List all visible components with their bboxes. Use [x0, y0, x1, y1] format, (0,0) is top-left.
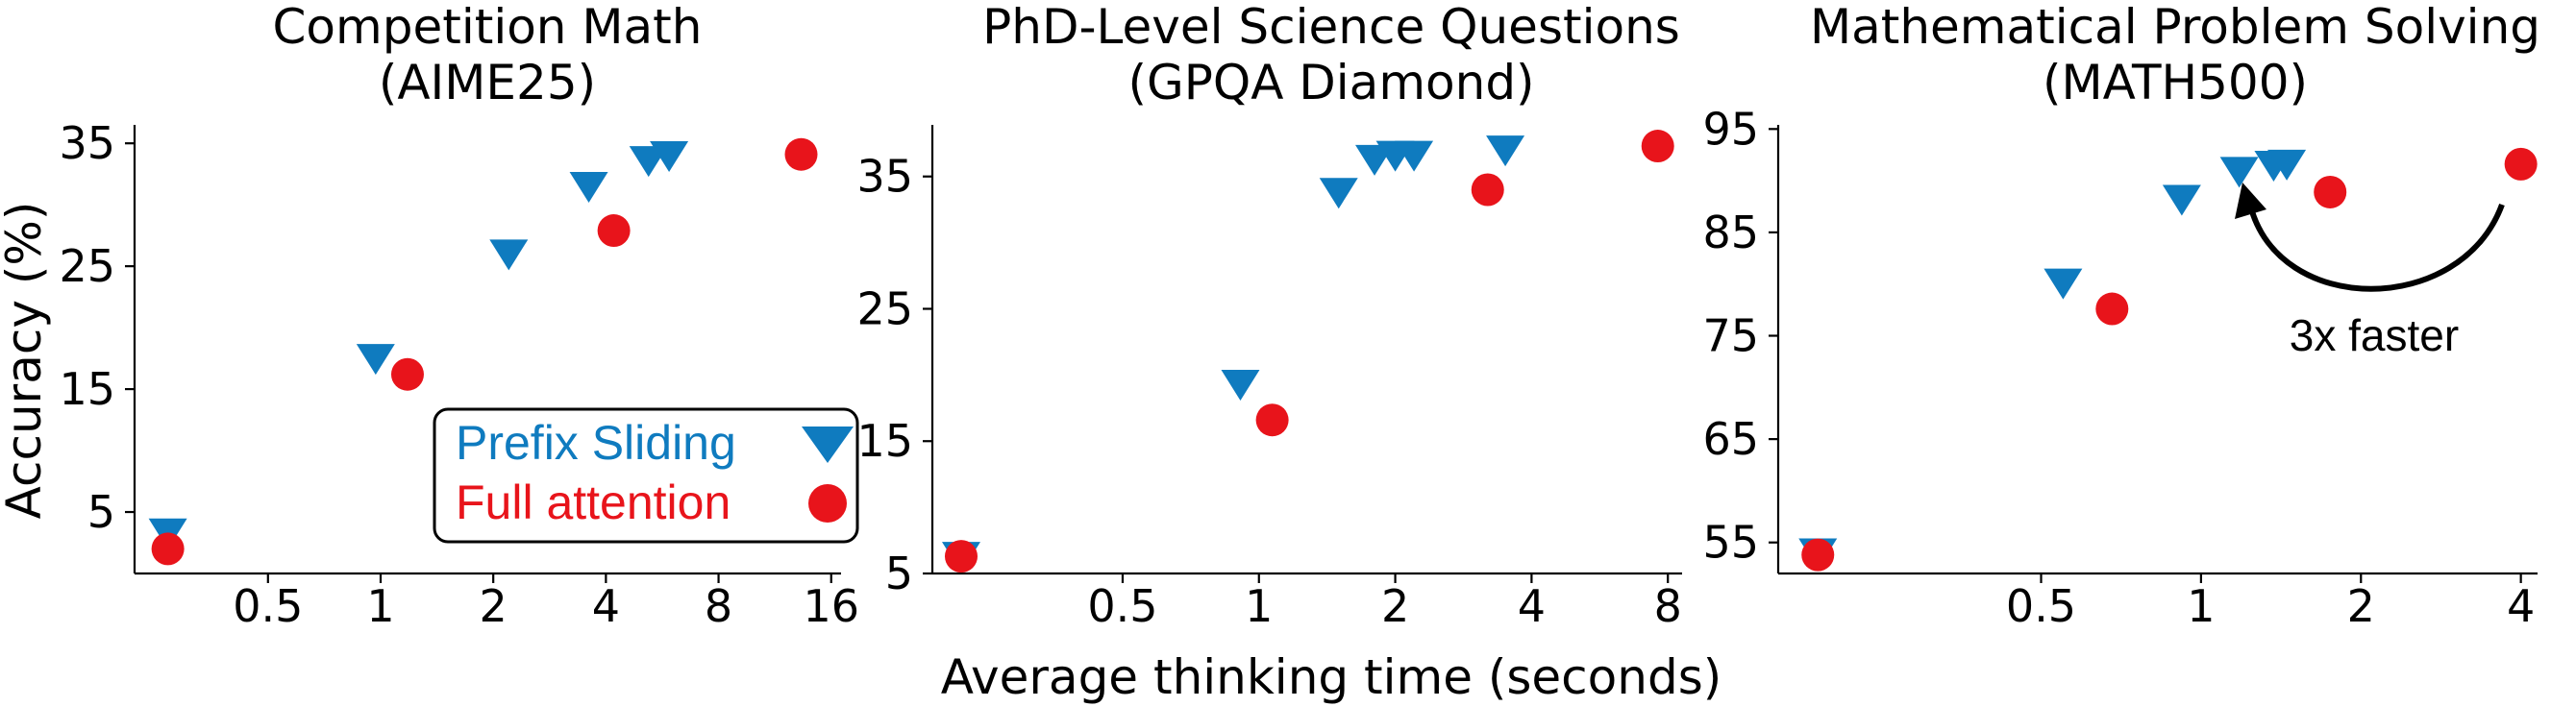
- speedup-arrowhead: [2235, 183, 2266, 219]
- data-point-prefix-sliding: [1395, 140, 1434, 172]
- legend-label-full-attention: Full attention: [456, 475, 731, 529]
- data-point-prefix-sliding: [1221, 370, 1260, 402]
- panel-2-title-line-1: PhD-Level Science Questions: [982, 0, 1680, 55]
- panel-3-y-tick-label: 85: [1702, 207, 1759, 258]
- panel-2-title-line-2: (GPQA Diamond): [1127, 55, 1534, 110]
- panel-2-x-tick-label: 1: [1245, 580, 1273, 632]
- data-point-full-attention: [2314, 175, 2347, 208]
- data-point-full-attention: [2504, 147, 2538, 181]
- y-axis-label: Accuracy (%): [0, 202, 52, 520]
- speedup-arrow: [2247, 203, 2505, 292]
- data-point-full-attention: [597, 214, 631, 248]
- panel-1-y-tick-label: 25: [59, 240, 115, 292]
- data-point-full-attention: [390, 357, 424, 391]
- data-point-prefix-sliding: [569, 171, 608, 203]
- data-point-prefix-sliding: [1319, 178, 1358, 209]
- panel-1-y-tick-label: 15: [59, 363, 115, 415]
- panel-2-y-tick-label: 5: [885, 548, 913, 599]
- data-point-full-attention: [1641, 130, 1674, 163]
- panel-3-y-tick-label: 55: [1702, 517, 1759, 569]
- panel-2-y-tick-label: 25: [856, 282, 913, 334]
- panel-3-x-tick-label: 0.5: [2006, 580, 2076, 632]
- panel-3-x-tick-label: 1: [2187, 580, 2215, 632]
- data-point-full-attention: [784, 137, 818, 171]
- data-point-prefix-sliding: [1486, 135, 1525, 167]
- data-point-prefix-sliding: [356, 344, 395, 376]
- panel-2-x-tick-label: 2: [1381, 580, 1409, 632]
- panel-1-y-tick-label: 35: [59, 117, 115, 169]
- panel-3-title-line-1: Mathematical Problem Solving: [1810, 0, 2540, 55]
- data-point-prefix-sliding: [2219, 157, 2259, 188]
- panel-1-x-tick-label: 2: [480, 580, 508, 632]
- legend-marker-triangle: [802, 427, 854, 463]
- panel-3-y-tick-label: 95: [1702, 103, 1759, 155]
- panel-1-title-line-1: Competition Math: [273, 0, 703, 55]
- data-point-full-attention: [1255, 403, 1289, 437]
- panel-2-x-tick-label: 4: [1518, 580, 1546, 632]
- data-point-full-attention: [944, 540, 978, 573]
- data-point-full-attention: [2095, 292, 2129, 326]
- panel-1-title-line-2: (AIME25): [379, 55, 596, 110]
- data-point-prefix-sliding: [650, 140, 689, 172]
- speedup-annotation: 3x faster: [2235, 183, 2505, 360]
- panel-1-y-tick-label: 5: [87, 486, 115, 538]
- legend-marker-circle: [808, 484, 847, 523]
- panel-3-y-tick-label: 75: [1702, 310, 1759, 362]
- legend: Prefix Sliding Full attention: [433, 407, 859, 544]
- data-point-full-attention: [1471, 173, 1504, 207]
- panel-1-x-tick-label: 16: [803, 580, 859, 632]
- panel-3-x-tick-label: 2: [2347, 580, 2375, 632]
- panel-3-title-line-2: (MATH500): [2043, 55, 2308, 110]
- panel-2-x-tick-label: 0.5: [1087, 580, 1157, 632]
- panel-1-x-tick-label: 1: [366, 580, 394, 632]
- speedup-label: 3x faster: [2290, 310, 2459, 360]
- legend-box: [433, 407, 859, 544]
- panel-1-x-tick-label: 4: [592, 580, 620, 632]
- panel-1-x-tick-label: 8: [705, 580, 732, 632]
- panel-2-y-tick-label: 35: [856, 151, 913, 203]
- legend-label-prefix-sliding: Prefix Sliding: [456, 416, 736, 470]
- panel-1-x-tick-label: 0.5: [233, 580, 303, 632]
- data-point-prefix-sliding: [489, 239, 529, 271]
- panel-2-x-tick-label: 8: [1654, 580, 1682, 632]
- x-axis-label: Average thinking time (seconds): [941, 649, 1722, 705]
- panel-2-y-tick-label: 15: [856, 415, 913, 467]
- panel-3-y-tick-label: 65: [1702, 413, 1759, 465]
- data-point-full-attention: [151, 532, 185, 566]
- panel-3-x-tick-label: 4: [2507, 580, 2535, 632]
- data-point-full-attention: [1801, 538, 1835, 572]
- data-point-prefix-sliding: [2162, 184, 2201, 216]
- data-point-prefix-sliding: [2043, 268, 2083, 300]
- data-point-prefix-sliding: [2267, 149, 2307, 181]
